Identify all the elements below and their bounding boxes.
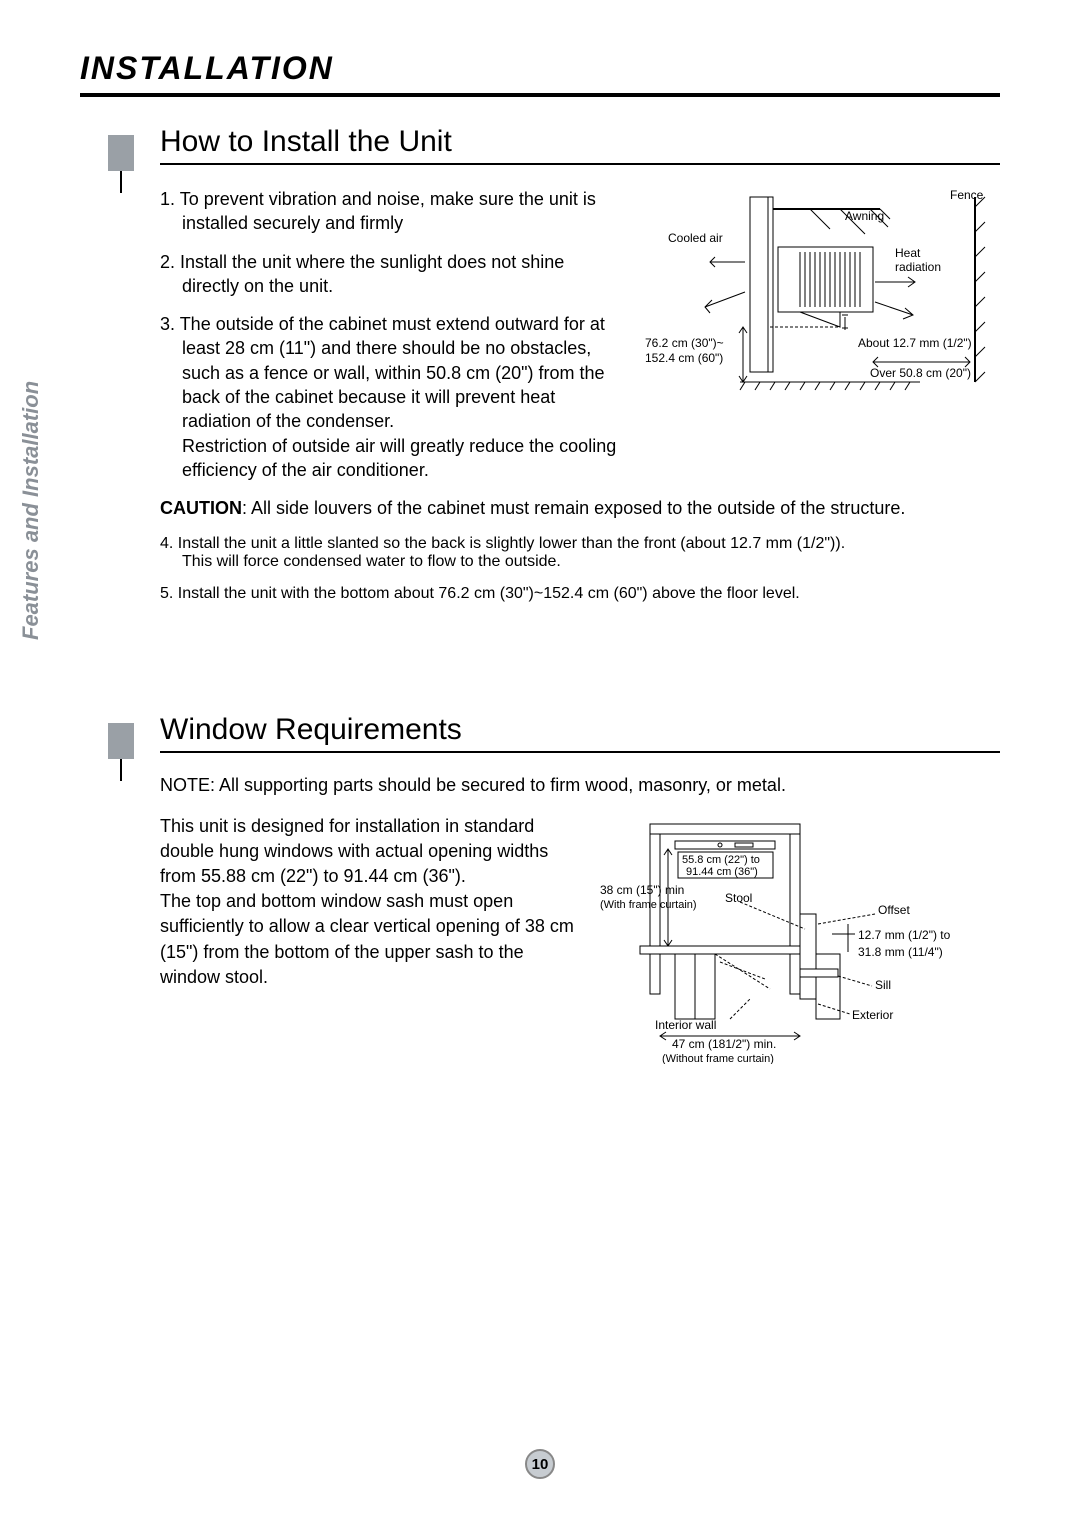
section-marker <box>108 135 134 171</box>
label-cooled-air: Cooled air <box>668 231 723 245</box>
content-row-2: This unit is designed for installation i… <box>160 814 1000 1067</box>
caution-label: CAUTION <box>160 498 242 518</box>
caution-block: CAUTION: All side louvers of the cabinet… <box>160 496 1000 520</box>
label-exterior: Exterior <box>852 1008 893 1022</box>
list-item-2: 2. Install the unit where the sunlight d… <box>160 250 622 299</box>
label-awning: Awning <box>845 209 884 223</box>
label-heat-1: Heat <box>895 246 921 260</box>
note-supporting: NOTE: All supporting parts should be sec… <box>160 775 1000 796</box>
diagram-window: 55.8 cm (22") to 91.44 cm (36") 38 cm (1… <box>600 814 1000 1067</box>
list-item-4: 4. Install the unit a little slanted so … <box>160 535 1000 571</box>
para-window: This unit is designed for installation i… <box>160 814 582 990</box>
label-clearance: Over 50.8 cm (20") <box>870 366 971 380</box>
section-title-install: How to Install the Unit <box>160 125 1000 165</box>
label-fence: Fence <box>950 188 984 202</box>
caution-text: : All side louvers of the cabinet must r… <box>242 498 905 518</box>
main-title: INSTALLATION <box>80 50 1000 87</box>
label-width-without: 47 cm (181/2") min. <box>672 1037 776 1051</box>
label-height-2: 152.4 cm (60") <box>645 351 723 365</box>
section-install: How to Install the Unit 1. To prevent vi… <box>160 125 1000 603</box>
section-title-window: Window Requirements <box>160 713 1000 753</box>
text-col-2: This unit is designed for installation i… <box>160 814 582 1067</box>
label-tilt: About 12.7 mm (1/2") <box>858 336 972 350</box>
content-row-1: 1. To prevent vibration and noise, make … <box>160 187 1000 496</box>
page-number: 10 <box>525 1449 555 1479</box>
label-width1: 55.8 cm (22") to <box>682 854 760 866</box>
list-item-1: 1. To prevent vibration and noise, make … <box>160 187 622 236</box>
label-interior: Interior wall <box>655 1018 716 1032</box>
label-offset: Offset <box>878 903 910 917</box>
label-sill: Sill <box>875 978 891 992</box>
label-height-1: 76.2 cm (30")~ <box>645 336 724 350</box>
label-height-with: 38 cm (15") min <box>600 883 684 897</box>
label-offset-dim1: 12.7 mm (1/2") to <box>858 928 951 942</box>
side-tab: Features and Installation <box>18 381 44 640</box>
title-underline <box>80 93 1000 97</box>
label-offset-dim2: 31.8 mm (11/4") <box>858 945 943 959</box>
section-marker-2 <box>108 723 134 759</box>
label-stool: Stool <box>725 891 752 905</box>
list-item-5: 5. Install the unit with the bottom abou… <box>160 585 1000 603</box>
list-item-3: 3. The outside of the cabinet must exten… <box>160 312 622 482</box>
label-heat-2: radiation <box>895 260 941 274</box>
label-height-with-sub: (With frame curtain) <box>600 899 697 911</box>
section-window: Window Requirements NOTE: All supporting… <box>160 713 1000 1067</box>
label-width-without-sub: (Without frame curtain) <box>662 1053 774 1064</box>
label-width2: 91.44 cm (36") <box>686 866 758 878</box>
text-col-1: 1. To prevent vibration and noise, make … <box>160 187 622 496</box>
diagram-install: Awning Cooled air <box>640 187 1000 496</box>
